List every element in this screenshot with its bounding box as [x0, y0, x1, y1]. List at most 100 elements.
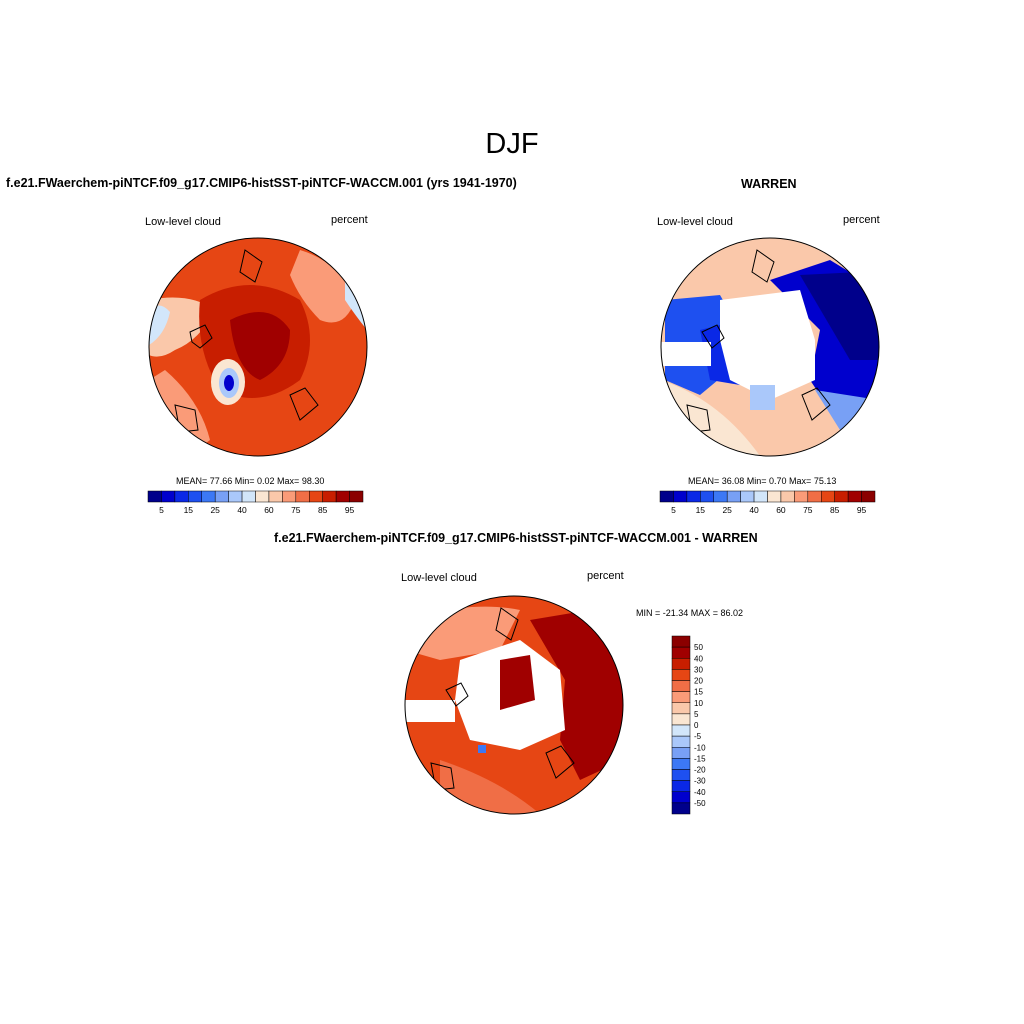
diff-variable-label: Low-level cloud [401, 572, 477, 584]
model-coastlines [174, 249, 319, 433]
model-map-border [148, 237, 368, 457]
colorbar-swatch [847, 490, 862, 503]
obs-units-label: percent [843, 214, 880, 226]
model-field-darkest-core [230, 312, 290, 380]
colorbar-swatch [671, 769, 691, 781]
colorbar-tick-label: 0 [694, 721, 699, 730]
colorbar-swatch [740, 490, 755, 503]
colorbar-swatch [174, 490, 189, 503]
obs-panel-title: WARREN [741, 177, 797, 191]
obs-coastlines [686, 249, 831, 433]
obs-colorbar: 5 15 25 40 60 75 85 95 [659, 490, 876, 515]
colorbar-swatch [671, 780, 691, 792]
diff-field-dark-core [500, 655, 535, 710]
colorbar-swatch [322, 490, 337, 503]
colorbar-swatch [659, 490, 674, 503]
colorbar-tick-label: 60 [776, 505, 786, 515]
model-units-label: percent [331, 214, 368, 226]
diff-units-label: percent [587, 570, 624, 582]
colorbar-swatch [671, 758, 691, 770]
colorbar-swatch [671, 702, 691, 715]
colorbar-swatch [228, 490, 243, 503]
colorbar-swatch [671, 680, 691, 692]
colorbar-tick-label: 95 [345, 505, 355, 515]
colorbar-tick-label: -20 [694, 766, 706, 775]
obs-map [660, 237, 880, 457]
colorbar-swatch [671, 802, 691, 815]
colorbar-swatch [282, 490, 297, 503]
colorbar-tick-label: 95 [857, 505, 867, 515]
obs-variable-label: Low-level cloud [657, 216, 733, 228]
diff-field-dark-east [530, 610, 623, 780]
colorbar-tick-label: 5 [159, 505, 164, 515]
colorbar-tick-label: -5 [694, 732, 702, 741]
colorbar-tick-label: 40 [237, 505, 247, 515]
diff-map [404, 595, 624, 815]
colorbar-tick-label: -40 [694, 788, 706, 797]
colorbar-tick-label: 40 [749, 505, 759, 515]
colorbar-swatch [671, 713, 691, 726]
colorbar-swatch [673, 490, 688, 503]
colorbar-swatch [686, 490, 701, 503]
obs-field-deep-east [800, 272, 879, 360]
diff-field-mid-south [440, 760, 540, 814]
model-stats: MEAN= 77.66 Min= 0.02 Max= 98.30 [176, 476, 325, 486]
colorbar-tick-label: 25 [722, 505, 732, 515]
colorbar-swatch [147, 490, 162, 503]
colorbar-swatch [309, 490, 323, 503]
colorbar-swatch [671, 747, 691, 759]
diff-coastlines [430, 607, 575, 791]
colorbar-swatch [671, 791, 691, 804]
colorbar-tick-label: 10 [694, 699, 703, 708]
colorbar-swatch [753, 490, 768, 503]
colorbar-swatch [671, 691, 691, 703]
colorbar-tick-label: -15 [694, 754, 706, 763]
colorbar-swatch [767, 490, 782, 503]
colorbar-swatch [201, 490, 216, 503]
diff-field-missing-west [405, 700, 455, 722]
colorbar-tick-label: 60 [264, 505, 274, 515]
colorbar-swatch [161, 490, 176, 503]
colorbar-swatch [671, 735, 691, 748]
obs-field-missing-west [661, 342, 711, 366]
colorbar-swatch [780, 490, 795, 503]
diff-panel-title: f.e21.FWaerchem-piNTCF.f09_g17.CMIP6-his… [274, 531, 758, 545]
colorbar-swatch [861, 490, 876, 503]
colorbar-swatch [671, 669, 691, 681]
colorbar-tick-label: 5 [694, 710, 699, 719]
colorbar-swatch [335, 490, 350, 503]
page-title: DJF [485, 128, 539, 160]
colorbar-swatch [834, 490, 849, 503]
colorbar-tick-label: 15 [694, 688, 703, 697]
colorbar-swatch [671, 635, 691, 648]
colorbar-swatch [295, 490, 310, 503]
colorbar-swatch [188, 490, 202, 503]
colorbar-tick-label: 50 [694, 643, 703, 652]
obs-field-missing-center [720, 290, 815, 400]
colorbar-swatch [807, 490, 822, 503]
colorbar-swatch [726, 490, 741, 503]
model-panel-title: f.e21.FWaerchem-piNTCF.f09_g17.CMIP6-his… [6, 176, 517, 190]
colorbar-swatch [349, 490, 364, 503]
diff-stats: MIN = -21.34 MAX = 86.02 [636, 608, 744, 618]
colorbar-tick-label: 85 [318, 505, 328, 515]
model-field-greenland-core [224, 375, 234, 391]
diff-map-border [404, 595, 624, 815]
colorbar-tick-label: -30 [694, 777, 706, 786]
model-map [148, 237, 368, 457]
colorbar-tick-label: 15 [696, 505, 706, 515]
model-colorbar: 5 15 25 40 60 75 85 95 [147, 490, 364, 515]
colorbar-swatch [671, 646, 691, 659]
colorbar-tick-label: 15 [184, 505, 194, 515]
colorbar-swatch [671, 658, 691, 670]
diff-field-blue-patch [478, 745, 486, 753]
colorbar-swatch [214, 490, 229, 503]
colorbar-tick-label: 25 [210, 505, 220, 515]
colorbar-tick-label: -10 [694, 743, 706, 752]
colorbar-tick-label: 85 [830, 505, 840, 515]
model-field-blue-west [149, 305, 170, 345]
colorbar-tick-label: 40 [694, 654, 703, 663]
colorbar-tick-label: 75 [803, 505, 813, 515]
colorbar-tick-label: 5 [671, 505, 676, 515]
